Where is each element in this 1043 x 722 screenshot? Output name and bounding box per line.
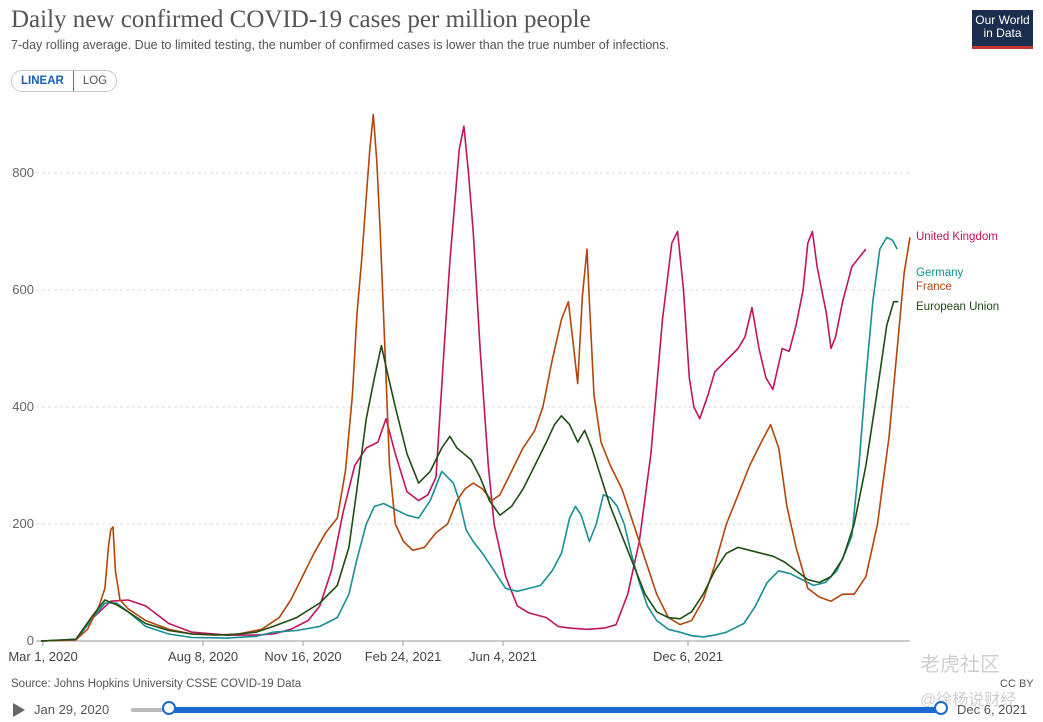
x-tick-label-0: Mar 1, 2020 [8, 649, 77, 664]
timeline: Jan 29, 2020 Dec 6, 2021 [0, 695, 1043, 722]
y-tick-label-600: 600 [12, 282, 34, 297]
logo-line-2: in Data [983, 26, 1022, 40]
series-line-germany [40, 236, 898, 642]
timeline-selected-range[interactable] [169, 707, 941, 713]
watermark-line-1: 老虎社区 [920, 654, 1000, 676]
logo-line-1: Our World [975, 13, 1030, 27]
owid-logo[interactable]: Our World in Data [972, 10, 1033, 49]
timeline-start-handle[interactable] [162, 701, 176, 715]
timeline-start-label: Jan 29, 2020 [34, 702, 110, 717]
x-tick-label-5: Dec 6, 2021 [653, 649, 723, 664]
source-note: Source: Johns Hopkins University CSSE CO… [11, 678, 302, 690]
timeline-end-label: Dec 6, 2021 [957, 702, 1028, 717]
y-tick-label-800: 800 [12, 165, 34, 180]
series-line-france [40, 113, 911, 642]
logo-accent-bar [972, 46, 1033, 49]
series-line-european-union [40, 300, 899, 642]
log-scale-button[interactable]: LOG [82, 75, 108, 87]
legend-label-germany: Germany [916, 267, 964, 279]
timeline-end-handle[interactable] [934, 701, 948, 715]
legend-label-france: France [916, 281, 952, 293]
y-tick-label-400: 400 [12, 399, 34, 414]
play-icon[interactable] [13, 703, 25, 717]
legend-label-united-kingdom: United Kingdom [916, 231, 998, 243]
x-tick-label-4: Jun 4, 2021 [469, 649, 537, 664]
chart-subtitle: 7-day rolling average. Due to limited te… [11, 38, 669, 52]
linear-scale-button[interactable]: LINEAR [12, 71, 74, 91]
legend-label-european-union: European Union [916, 301, 999, 313]
chart-title: Daily new confirmed COVID-19 cases per m… [11, 6, 591, 33]
series-line-united-kingdom [40, 125, 867, 642]
line-chart: 0 200 400 600 800 Mar 1, 2020 Aug 8, 2020 Nov 1… [8, 113, 999, 664]
y-tick-label-200: 200 [12, 516, 34, 531]
x-tick-label-1: Aug 8, 2020 [168, 649, 238, 664]
x-tick-label-3: Feb 24, 2021 [365, 649, 442, 664]
y-tick-label-0: 0 [27, 633, 34, 648]
scale-toggle[interactable]: LINEAR LOG [11, 70, 118, 92]
license-label[interactable]: CC BY [1000, 678, 1034, 690]
timeline-track[interactable] [131, 708, 169, 712]
x-tick-label-2: Nov 16, 2020 [264, 649, 341, 664]
